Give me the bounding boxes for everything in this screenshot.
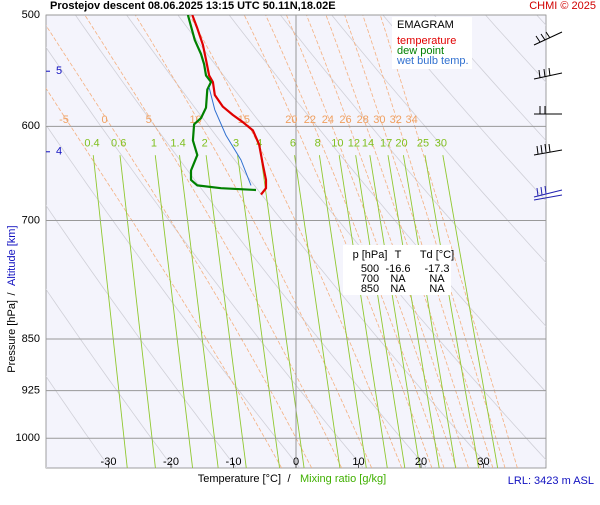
x-label-separator: / [287,473,291,485]
x-tick-label: 30 [477,456,489,468]
y-label-separator: / [6,292,18,296]
credit: CHMI © 2025 [529,0,596,12]
table-cell: 850 [361,283,379,295]
y-label-altitude: Altitude [km] [6,225,18,286]
x-label-mixing: Mixing ratio [g/kg] [300,473,386,485]
legend-title: EMAGRAM [397,19,454,31]
dry-adiabat [588,15,600,468]
y-tick-label: 1000 [16,432,40,444]
table-cell: NA [429,283,445,295]
pseudo-adiabat-label: -5 [59,114,69,126]
mixing-ratio-label: 30 [435,137,447,149]
pseudo-adiabat-label: 28 [357,114,369,126]
pseudo-adiabat-label: 24 [322,114,334,126]
table-header: p [hPa] [353,249,388,261]
pseudo-adiabat-label: 0 [102,114,108,126]
mixing-ratio-label: 25 [417,137,429,149]
mixing-ratio-label: 10 [331,137,343,149]
x-tick-label: 20 [415,456,427,468]
pseudo-adiabat-label: 32 [390,114,402,126]
altitude-tick-label: 4 [56,146,62,158]
footer: LRL: 3423 m ASL [508,475,594,487]
mixing-ratio-label: 17 [380,137,392,149]
mixing-ratio-label: 1 [151,137,157,149]
y-axis-label: Pressure [hPa] / Altitude [km] [6,225,18,372]
altitude-tick-label: 5 [56,65,62,77]
x-label-temperature: Temperature [°C] [198,473,281,485]
table-cell: NA [390,283,406,295]
x-tick-label: 10 [352,456,364,468]
mixing-ratio-label: 20 [395,137,407,149]
mixing-ratio-label: 6 [290,137,296,149]
x-tick-label: -20 [163,456,179,468]
mixing-ratio-label: 1.4 [170,137,185,149]
y-tick-label: 500 [22,9,40,21]
legend-entry: wet bulb temp. [396,55,469,67]
pseudo-adiabat-label: 5 [146,114,152,126]
table-header: Td [°C] [420,249,454,261]
x-tick-label: 0 [293,456,299,468]
table-header: T [395,249,402,261]
mixing-ratio-label: 14 [362,137,374,149]
mixing-ratio-label: 0.4 [84,137,99,149]
y-tick-label: 850 [22,333,40,345]
x-tick-label: -30 [101,456,117,468]
pseudo-adiabat-label: 26 [339,114,351,126]
mixing-ratio-label: 8 [315,137,321,149]
y-label-pressure: Pressure [hPa] [6,300,18,373]
x-tick-label: -10 [226,456,242,468]
y-tick-label: 600 [22,120,40,132]
y-tick-label: 700 [22,214,40,226]
pseudo-adiabat-label: 20 [285,114,297,126]
pseudo-adiabat-label: 22 [304,114,316,126]
mixing-ratio-label: 12 [348,137,360,149]
y-tick-label: 925 [22,385,40,397]
pseudo-adiabat-label: 34 [406,114,418,126]
mixing-ratio-label: 0.6 [111,137,126,149]
mixing-ratio-label: 2 [202,137,208,149]
pseudo-adiabat-label: 30 [373,114,385,126]
chart-title: Prostejov descent 08.06.2025 13:15 UTC 5… [50,0,336,12]
